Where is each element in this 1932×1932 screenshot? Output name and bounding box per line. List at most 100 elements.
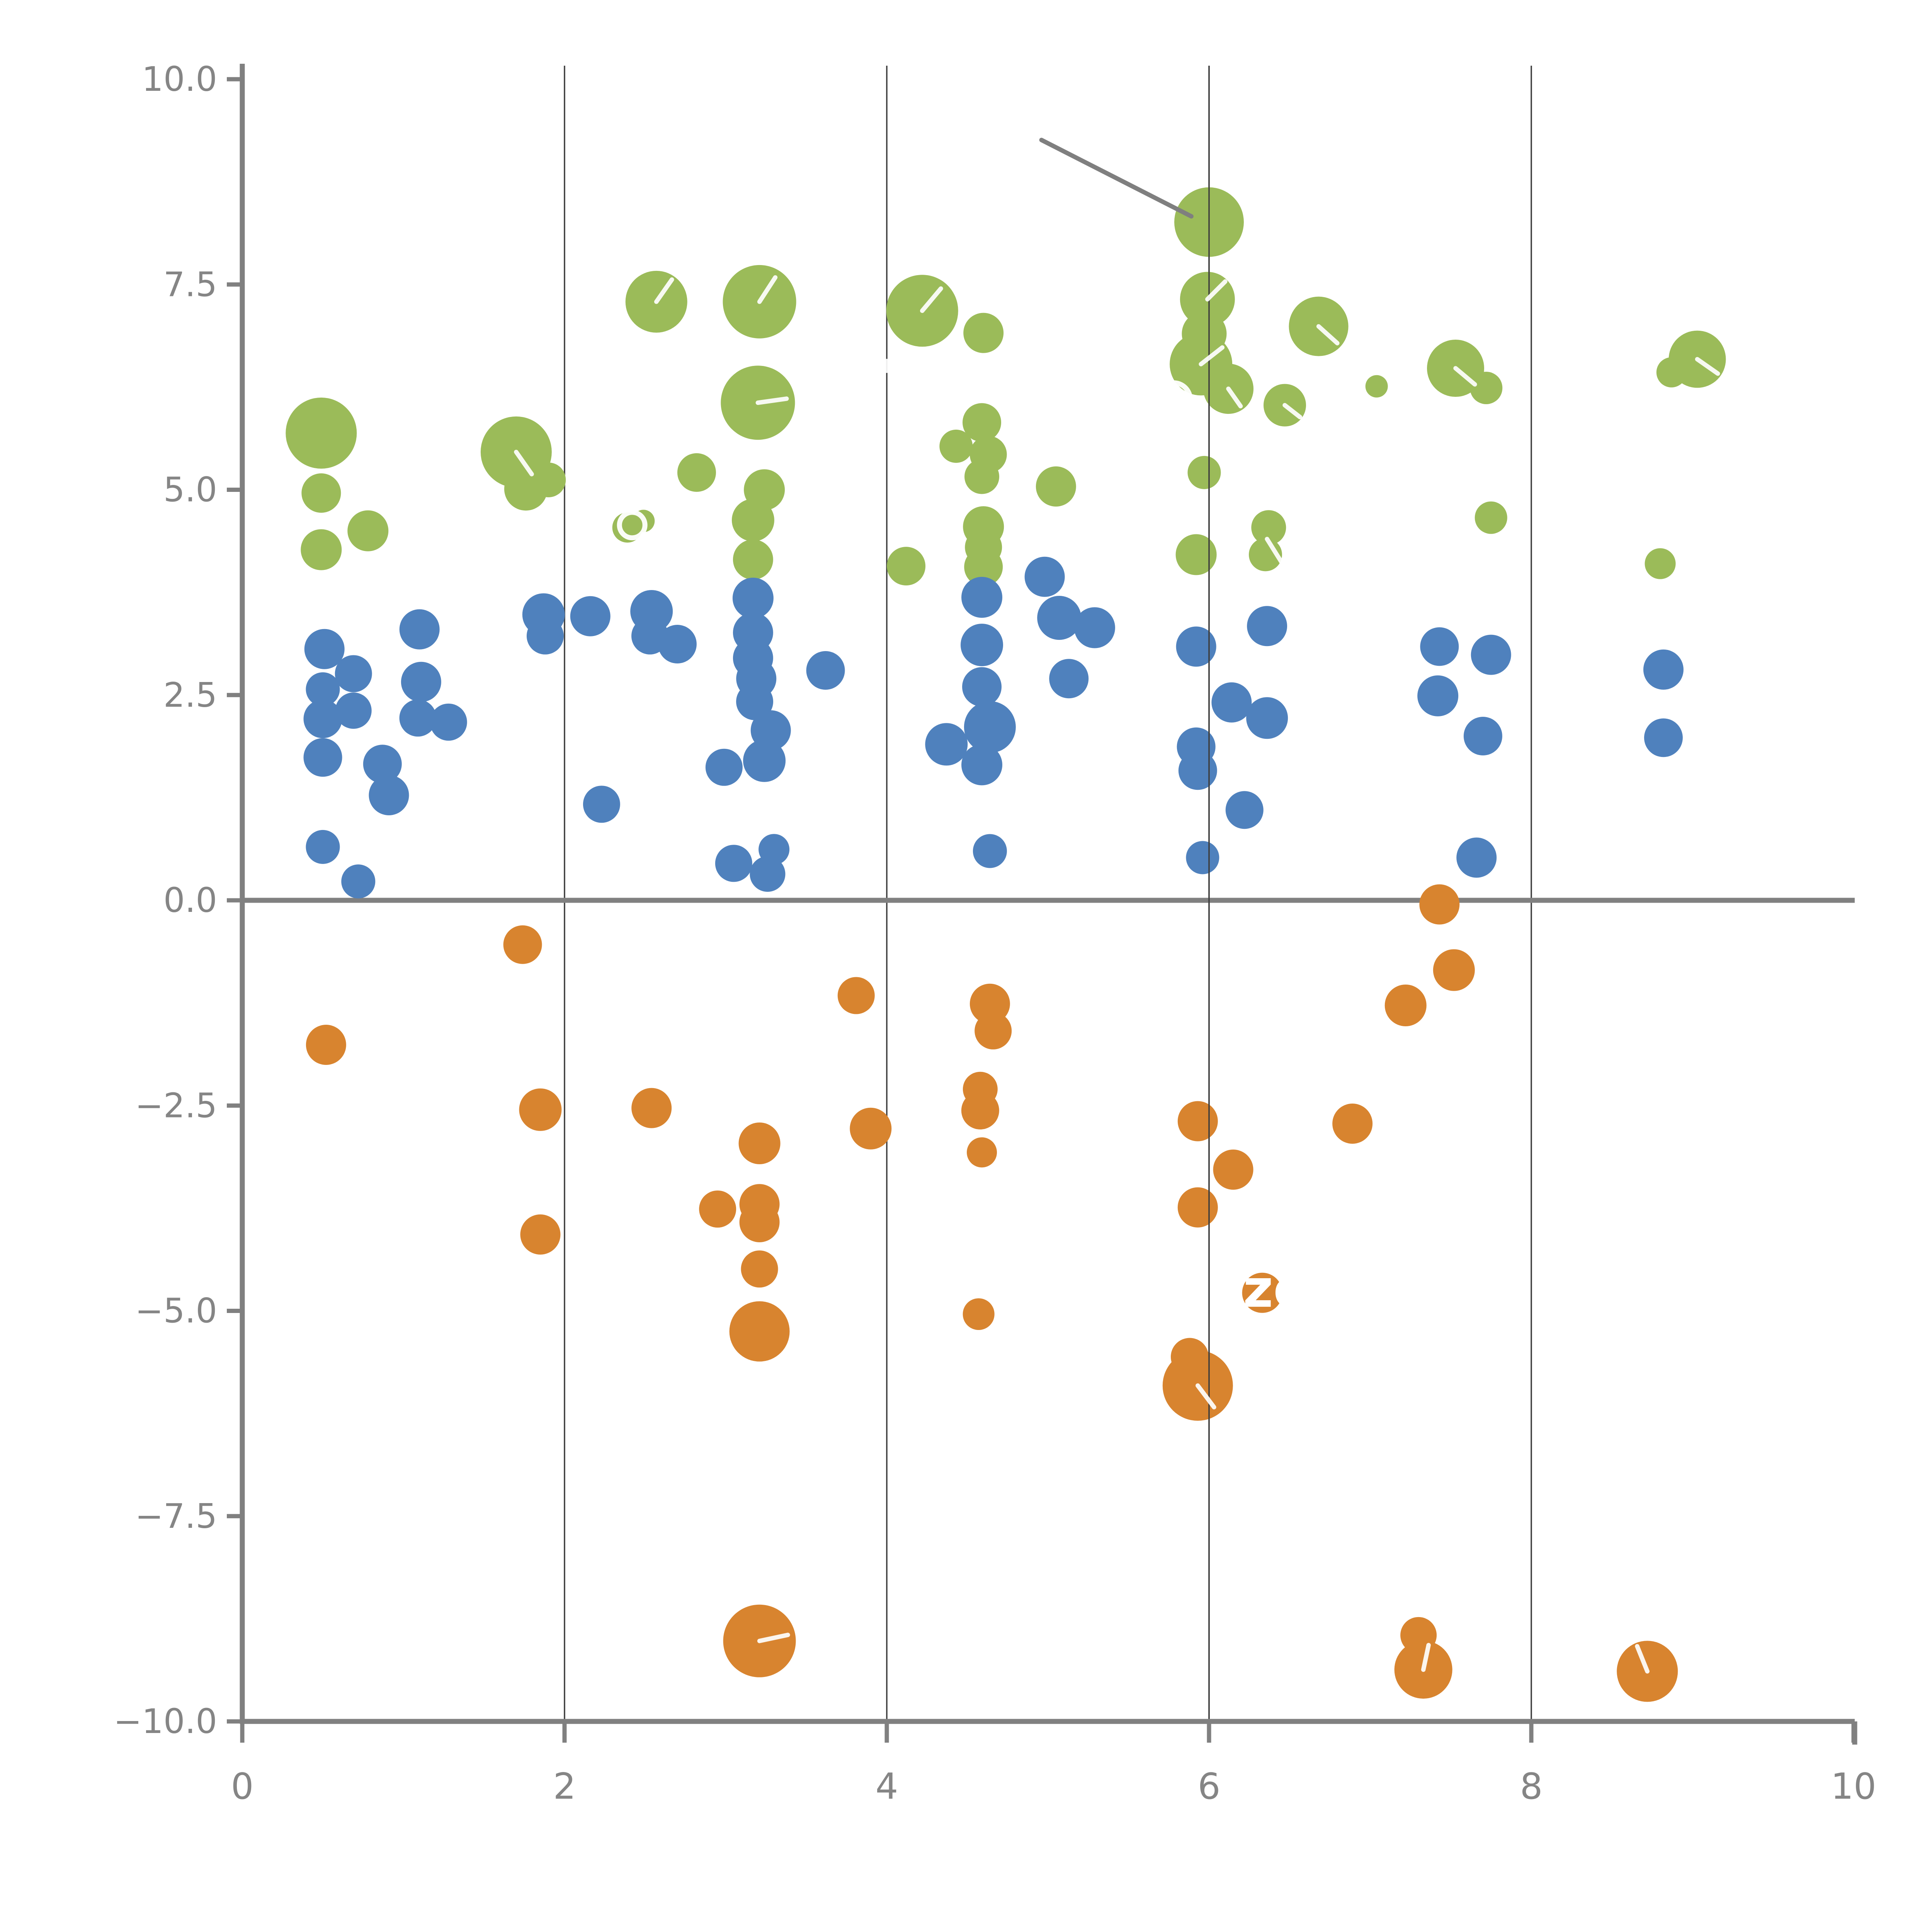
bubble-orange-10 [729,1301,790,1362]
white-slash-12 [1265,537,1286,568]
bubble-blue-34 [961,577,1003,618]
bubble-blue-38 [961,744,1003,786]
bubble-green-20 [939,429,973,463]
bubble-orange-18 [967,1137,997,1168]
bubble-blue-50 [1225,791,1264,829]
bubble-green-40 [1470,372,1503,404]
bubble-orange-15 [975,1012,1012,1049]
x-tick-label-4: 4 [876,1765,898,1807]
bubble-blue-53 [1471,634,1511,675]
bubble-orange-21 [1213,1150,1253,1190]
y-tick-label-2.5: 2.5 [163,675,217,715]
bubble-blue-56 [1456,837,1497,878]
bubble-green-27 [1187,456,1221,489]
bubble-blue-55 [1463,717,1502,755]
white-slash-9 [1453,366,1477,387]
y-tick-label--7.5: −7.5 [135,1497,217,1536]
bubble-green-22 [964,459,1000,494]
bubble-orange-9 [741,1250,778,1288]
bubble-blue-4 [303,699,342,738]
y-tick-label-7.5: 7.5 [163,265,217,304]
bubble-orange-4 [631,1088,672,1128]
white-marks-layer: zo [514,275,1720,1674]
bubble-blue-7 [369,775,409,815]
x-tick-label-0: 0 [231,1765,254,1807]
bubble-blue-13 [430,703,467,741]
bubble-blue-35 [961,624,1003,667]
bubble-orange-8 [739,1202,780,1242]
bubble-blue-2 [335,655,372,692]
x-tick-label-8: 8 [1520,1765,1543,1807]
bubble-orange-28 [1419,884,1460,925]
bubbles-layer [286,187,1726,1702]
bubble-orange-6 [738,1122,781,1164]
white-slash-16 [1421,1643,1431,1672]
bubble-blue-37 [964,701,1016,753]
bubble-orange-1 [503,925,542,964]
bubble-blue-51 [1186,841,1219,874]
bubble-green-16 [887,547,926,586]
series-blue [303,556,1684,899]
y-tick-label-10: 10.0 [142,60,217,99]
bubble-blue-10 [399,609,440,650]
series-orange [306,884,1678,1702]
white-slash-8 [1316,324,1340,345]
bubble-blue-57 [1643,649,1684,690]
bubble-blue-33 [925,723,968,766]
white-slash-5 [1199,345,1225,367]
bubble-green-1 [301,473,341,513]
bubble-orange-22 [1177,1187,1218,1228]
bubble-blue-6 [363,745,402,784]
bubble-blue-21 [705,748,743,786]
bubble-green-6 [531,463,566,497]
bubble-blue-16 [570,596,611,636]
bubble-blue-29 [736,683,774,720]
bubble-orange-20 [1177,1101,1218,1141]
bubble-green-28 [1175,534,1217,575]
x-tick-label-6: 6 [1198,1765,1221,1807]
y-tick-label-0: 0.0 [163,881,217,920]
bubble-orange-23 [1332,1103,1373,1144]
bubble-blue-39 [973,834,1007,868]
bubble-blue-58 [1644,718,1683,757]
white-slash-0 [654,277,674,304]
bubble-blue-23 [750,856,786,892]
bubble-blue-32 [806,651,845,690]
gridlines-layer [564,66,1532,1721]
white-slash-14 [757,1633,790,1643]
bubble-green-0 [286,397,357,469]
bubble-green-3 [347,510,389,551]
white-slash-11 [514,449,534,476]
bubble-blue-44 [1176,626,1216,667]
bubble-green-38 [1365,375,1388,398]
bubble-blue-45 [1247,606,1287,646]
bubble-green-14 [731,499,774,542]
y-tick-label--10: −10.0 [114,1702,217,1741]
white-slash-1 [757,275,778,304]
bubble-blue-1 [306,672,340,706]
bubble-blue-8 [306,830,340,864]
bubble-orange-12 [837,977,875,1014]
white-hidden-text: zo [1243,1259,1309,1319]
y-tick-label--2.5: −2.5 [135,1086,217,1125]
bubble-orange-3 [520,1214,561,1255]
bubble-blue-52 [1420,627,1459,666]
y-tick-label--5: −5.0 [135,1291,217,1331]
white-slash-4 [1205,279,1228,302]
bubble-blue-46 [1211,682,1252,723]
bubble-orange-19 [963,1298,995,1330]
bubble-green-26 [1036,466,1076,507]
bubble-orange-13 [850,1107,892,1150]
bubble-blue-31 [743,739,786,782]
series-green [286,187,1726,587]
bubble-blue-54 [1417,675,1459,716]
bubble-blue-42 [1074,607,1115,648]
bubble-blue-11 [401,662,441,702]
annotation-line [1039,138,1194,219]
bubble-blue-43 [1049,659,1089,699]
bubble-green-42 [1645,548,1676,579]
axes-layer: −10.0 −7.5 −5.0 −2.5 0.0 2.5 5.0 7.5 10.0 0 2 4 6 8 10 [114,60,1876,1807]
bubble-blue-49 [1178,751,1217,790]
bubble-blue-17 [583,786,620,823]
bubble-orange-17 [961,1092,999,1129]
